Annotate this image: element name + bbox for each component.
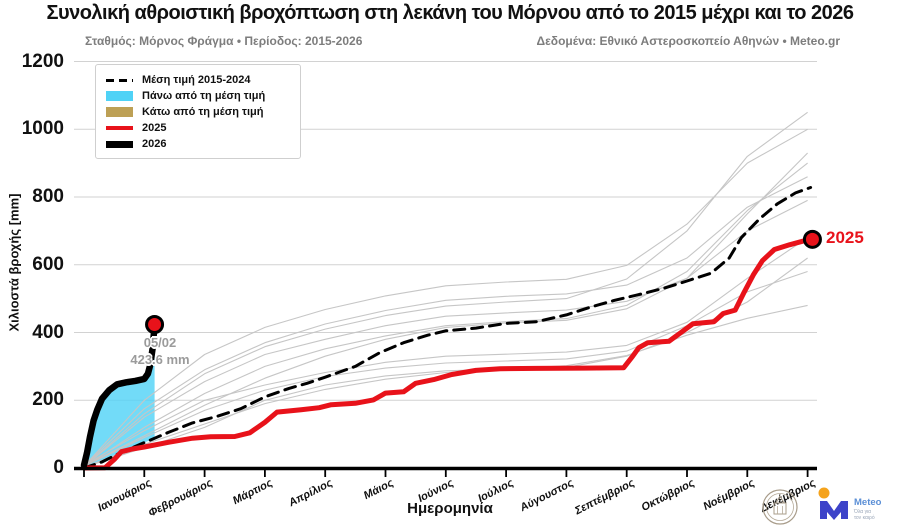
line-2026-swatch [106,140,133,148]
y-tick-label-800: 800 [32,186,64,207]
legend-label: Πάνω από τη μέση τιμή [142,90,266,102]
line-2025-end-label: 2025 [826,228,864,247]
year-line-2017 [83,237,808,466]
footer-logos: Meteo Όλα για τον καιρό [762,487,882,525]
year-line-2022 [83,128,808,467]
marker-2025-endpoint [802,229,822,249]
current-value-annotation: 05/02 423.6 mm [108,334,212,368]
meteo-logo-m [820,501,848,520]
meteo-logo-text: Meteo [854,497,882,508]
series-line-2026 [80,321,158,469]
chart-title: Συνολική αθροιστική βροχόπτωση στη λεκάν… [46,2,854,24]
y-tick-label-0: 0 [53,457,64,478]
legend-item-2026: 2026 [106,136,290,152]
legend-label: 2025 [142,122,167,134]
y-tick-label-200: 200 [32,389,64,411]
year-line-2016 [83,257,808,468]
annotation-value: 423.6 mm [130,352,190,367]
legend: Μέση τιμή 2015-2024 Πάνω από τη μέση τιμ… [95,64,301,159]
meteo-logo-subtext: Όλα για [853,509,871,515]
y-tick-label-400: 400 [32,321,64,343]
meteo-logo-dot [818,487,830,499]
series-line-2025 [81,236,815,471]
mean-dashed-line-swatch [106,78,133,82]
y-tick-label-1000: 1000 [21,118,64,140]
series-line-Μέση-τιμή-2015-2024 [82,186,813,470]
y-tick-label-1200: 1200 [21,50,64,72]
legend-label: Μέση τιμή 2015-2024 [142,74,251,86]
data-source-subtitle: Δεδομένα: Εθνικό Αστεροσκοπείο Αθηνών • … [536,34,840,48]
x-axis-title: Ημερομηνία [407,500,493,517]
above-mean-patch-swatch [106,91,133,101]
legend-label: 2026 [142,138,167,150]
legend-item-mean: Μέση τιμή 2015-2024 [106,72,290,88]
year-line-2020 [83,162,808,468]
svg-text:τον καιρό: τον καιρό [854,514,875,521]
below-mean-patch-swatch [106,107,133,117]
observatory-seal-logo [762,489,798,525]
meteo-logo: Meteo Όλα για τον καιρό [818,487,882,521]
y-axis-title: Χιλιοστά βροχής [mm] [6,193,22,332]
station-subtitle: Σταθμός: Μόρνος Φράγμα • Περίοδος: 2015-… [85,34,363,48]
year-line-2024 [83,304,808,468]
year-line-2021 [83,152,808,467]
year-line-2019 [83,176,808,467]
legend-item-above-mean: Πάνω από τη μέση τιμή [106,88,290,104]
line-2025-swatch [106,126,133,130]
legend-label: Κάτω από τη μέση τιμή [142,106,264,118]
legend-item-below-mean: Κάτω από τη μέση τιμή [106,104,290,120]
marker-2026-endpoint [145,315,165,335]
year-line-2023 [83,111,808,468]
legend-item-2025: 2025 [106,120,290,136]
y-tick-label-600: 600 [32,253,64,275]
annotation-date: 05/02 [143,335,177,350]
